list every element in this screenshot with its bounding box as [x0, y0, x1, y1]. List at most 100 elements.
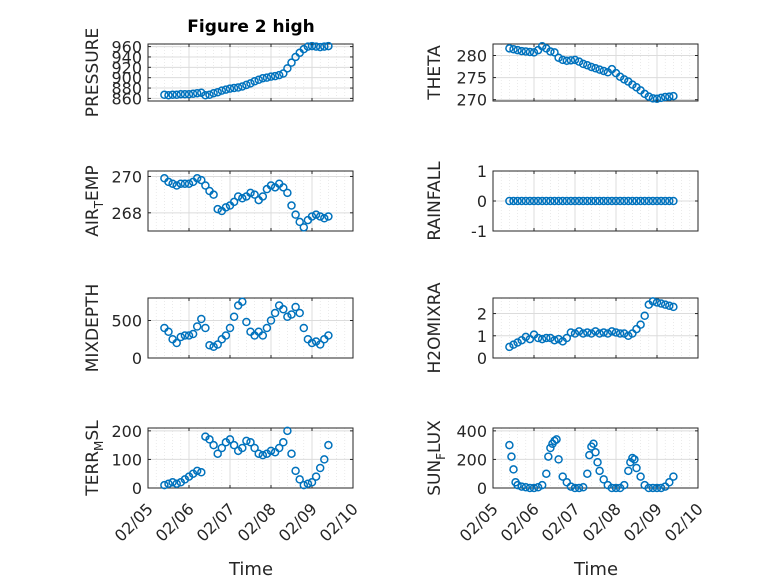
y-axis-label-4: MIXDEPTH — [83, 284, 103, 373]
axes-box — [492, 43, 699, 102]
y-tick-label: 2 — [477, 305, 487, 324]
data-point — [644, 196, 654, 206]
data-point — [201, 91, 210, 100]
data-point — [578, 483, 588, 492]
data-point — [607, 483, 617, 493]
data-point — [619, 329, 629, 338]
data-point — [258, 192, 268, 201]
data-point — [242, 80, 251, 90]
data-point — [266, 72, 276, 81]
data-point — [250, 77, 259, 86]
data-point — [246, 79, 255, 88]
y-tick-label: -1 — [471, 222, 487, 241]
data-point — [562, 196, 572, 206]
y-tick-label: 400 — [456, 422, 487, 441]
data-point — [266, 316, 276, 325]
data-point — [221, 85, 231, 94]
data-point — [225, 323, 235, 333]
data-point — [550, 48, 559, 57]
data-point — [591, 64, 600, 73]
data-point — [624, 331, 633, 341]
data-point — [546, 196, 555, 206]
data-point — [669, 91, 678, 101]
data-point — [611, 328, 621, 337]
data-point — [648, 196, 658, 206]
data-point — [533, 483, 543, 492]
data-point — [233, 192, 243, 201]
data-point — [574, 483, 584, 493]
data-point — [315, 212, 325, 221]
data-point — [201, 181, 210, 190]
data-point — [303, 42, 313, 51]
y-tick-label: 0 — [132, 349, 142, 368]
data-point — [648, 297, 658, 306]
data-point — [644, 92, 654, 101]
data-point — [587, 329, 596, 338]
data-point — [632, 196, 641, 206]
x-tick-label: 02/10 — [661, 499, 707, 545]
data-point — [628, 453, 637, 463]
data-point — [184, 90, 194, 99]
data-point — [217, 443, 227, 453]
y-tick-label: 280 — [456, 46, 487, 65]
data-point — [574, 196, 584, 206]
data-point — [197, 314, 206, 324]
data-point — [550, 335, 559, 345]
data-point — [250, 190, 259, 199]
data-point — [554, 455, 563, 464]
data-point — [229, 312, 239, 321]
data-point — [537, 196, 547, 206]
data-point — [570, 196, 580, 206]
data-point — [274, 443, 284, 453]
data-point — [307, 338, 317, 348]
data-point — [266, 181, 276, 190]
data-point — [578, 196, 588, 206]
data-point — [595, 466, 604, 476]
data-point — [558, 472, 567, 481]
data-point — [279, 305, 288, 314]
y-tick-label: 270 — [456, 91, 487, 110]
data-point — [213, 340, 222, 349]
plot-area — [493, 428, 698, 488]
y-tick-label: 0 — [477, 192, 487, 211]
data-point — [164, 177, 173, 187]
data-point — [603, 196, 613, 206]
data-point — [521, 332, 531, 342]
panel-air-temp: 268 270 AIRTEMP — [83, 165, 354, 237]
data-point — [636, 320, 645, 329]
data-point — [287, 310, 296, 319]
data-point — [554, 196, 563, 206]
data-point — [217, 86, 227, 95]
y-axis-label-6: TERRMSL — [83, 420, 106, 497]
x-axis-label-left: Time — [228, 559, 273, 580]
data-point — [192, 88, 202, 98]
data-point — [168, 90, 177, 100]
data-point — [570, 483, 580, 493]
x-tick-label: 02/07 — [538, 499, 584, 545]
data-point — [254, 449, 263, 458]
data-point — [550, 436, 559, 446]
data-point — [279, 183, 288, 192]
data-point — [615, 196, 625, 206]
data-point — [546, 47, 555, 56]
data-point — [295, 475, 304, 484]
data-point — [566, 328, 576, 337]
data-point — [254, 75, 263, 85]
data-point — [164, 479, 173, 488]
data-point — [644, 483, 654, 493]
data-point — [307, 212, 317, 221]
data-point — [669, 196, 678, 206]
y-tick-label: 960 — [111, 38, 142, 57]
data-point — [283, 426, 292, 436]
y-tick-label: 0 — [477, 479, 487, 498]
data-point — [630, 455, 639, 464]
data-point — [558, 196, 567, 206]
data-point — [262, 73, 272, 82]
panel-theta: 270 275 280 THETA — [425, 41, 699, 110]
data-point — [566, 196, 576, 206]
data-point — [180, 331, 190, 340]
data-point — [291, 210, 300, 219]
